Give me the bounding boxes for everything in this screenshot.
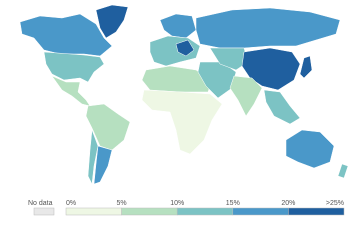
legend-no-data-label: No data (28, 200, 53, 207)
south-america-north (85, 103, 131, 151)
legend-swatch (121, 207, 178, 216)
legend-swatch (176, 207, 234, 216)
southeast-asia (263, 89, 301, 125)
europe-east (175, 39, 195, 57)
europe-north (159, 13, 197, 39)
new-zealand (337, 163, 349, 179)
mexico (51, 75, 91, 107)
africa (141, 89, 223, 155)
greenland (95, 4, 129, 39)
australia (285, 129, 335, 169)
map-land (19, 4, 349, 185)
legend-swatch (65, 207, 122, 216)
legend-tick-label: 15% (226, 200, 240, 207)
chile (87, 129, 99, 185)
legend-tick-label: 20% (281, 200, 295, 207)
argentina (93, 145, 113, 185)
legend: No data 0% 5% 10% 15% 20% >25% (28, 200, 345, 216)
legend-tick-label: 10% (170, 200, 184, 207)
canada (19, 13, 113, 57)
usa (43, 51, 105, 83)
china (241, 47, 301, 91)
legend-swatch (232, 207, 289, 216)
legend-no-data-swatch (33, 207, 55, 216)
legend-tick-label: 0% (66, 200, 76, 207)
legend-tick-label: >25% (326, 200, 344, 207)
africa-north (141, 65, 213, 93)
japan (299, 55, 313, 79)
world-map: No data 0% 5% 10% 15% 20% >25% (19, 4, 349, 216)
russia (195, 7, 341, 49)
legend-tick-label: 5% (117, 200, 127, 207)
india (229, 75, 263, 117)
legend-swatch (288, 207, 345, 216)
